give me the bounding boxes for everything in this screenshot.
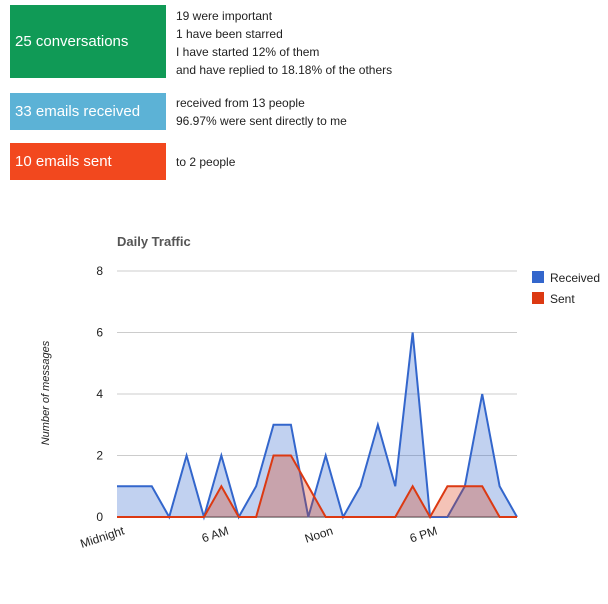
received-detail-line: 96.97% were sent directly to me	[176, 114, 347, 128]
y-tick-label: 8	[96, 264, 103, 278]
y-tick-label: 2	[96, 449, 103, 463]
sent-detail-line: to 2 people	[176, 155, 236, 169]
y-tick-label: 4	[96, 387, 103, 401]
received-details: received from 13 people 96.97% were sent…	[176, 94, 347, 130]
x-tick-label: Midnight	[78, 523, 126, 551]
x-tick-label: 6 AM	[200, 524, 230, 546]
conversations-count-box: 25 conversations	[10, 5, 166, 78]
y-tick-label: 0	[96, 510, 103, 524]
conversations-detail-line: 1 have been starred	[176, 27, 283, 41]
legend-swatch-sent	[532, 292, 544, 304]
conversations-detail-line: I have started 12% of them	[176, 45, 320, 59]
series-area-sent	[117, 455, 517, 517]
conversations-count-label: 25 conversations	[15, 33, 129, 50]
legend-label-received: Received	[550, 271, 600, 285]
y-axis-label: Number of messages	[40, 340, 52, 445]
sent-details: to 2 people	[176, 153, 235, 171]
series-line-sent	[117, 454, 517, 520]
series-line-received	[117, 332, 518, 521]
conversations-details: 19 were important 1 have been starred I …	[176, 7, 392, 79]
sent-count-label: 10 emails sent	[15, 153, 112, 170]
x-tick-label: Noon	[303, 524, 335, 546]
x-tick-label: 6 PM	[408, 524, 439, 546]
received-count-label: 33 emails received	[15, 103, 141, 120]
legend-swatch-received	[532, 271, 544, 283]
received-detail-line: received from 13 people	[176, 96, 305, 110]
y-tick-label: 6	[96, 326, 103, 340]
conversations-detail-line: and have replied to 18.18% of the others	[176, 63, 393, 77]
sent-count-box: 10 emails sent	[10, 143, 166, 180]
legend-label-sent: Sent	[550, 292, 575, 306]
received-count-box: 33 emails received	[10, 93, 166, 130]
chart-title: Daily Traffic	[117, 234, 191, 249]
conversations-detail-line: 19 were important	[176, 9, 273, 23]
